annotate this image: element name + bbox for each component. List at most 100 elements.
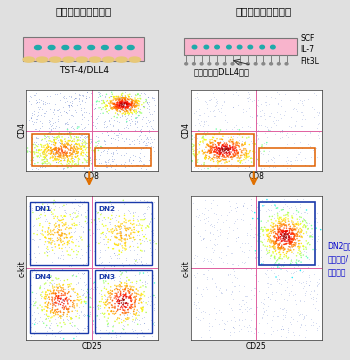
Point: [121, 95, 126, 100]
Point: [86, 243, 92, 249]
Point: [106, 329, 111, 335]
Point: [115, 307, 120, 313]
Point: [48, 315, 54, 321]
Point: [43, 154, 49, 159]
Point: [119, 280, 124, 286]
Point: [220, 142, 225, 148]
Point: [126, 141, 132, 147]
Point: [264, 228, 270, 234]
Point: [98, 310, 103, 315]
Point: [61, 292, 67, 298]
Point: [230, 138, 236, 144]
Point: [299, 109, 304, 115]
Point: [243, 108, 248, 114]
Point: [209, 145, 215, 151]
Point: [63, 143, 69, 149]
Point: [78, 147, 84, 152]
Point: [118, 316, 124, 321]
Point: [131, 108, 136, 113]
Point: [65, 138, 71, 144]
Point: [272, 246, 278, 251]
Point: [142, 132, 148, 138]
Point: [61, 213, 67, 219]
Point: [264, 100, 269, 105]
Point: [54, 225, 60, 230]
Point: [257, 108, 262, 114]
Point: [125, 109, 131, 115]
Point: [303, 218, 308, 224]
Point: [203, 137, 209, 143]
Point: [203, 149, 209, 155]
Point: [195, 152, 200, 157]
Point: [300, 224, 306, 230]
Point: [308, 316, 313, 321]
Point: [48, 229, 54, 235]
Point: [109, 98, 114, 104]
Point: [279, 207, 284, 213]
Point: [48, 232, 53, 238]
Point: [294, 197, 300, 202]
Point: [292, 227, 298, 233]
Point: [239, 141, 245, 147]
Point: [33, 135, 38, 140]
Point: [314, 279, 319, 285]
Point: [207, 137, 213, 143]
Point: [275, 244, 281, 250]
Point: [55, 329, 61, 335]
Point: [135, 334, 140, 340]
Point: [62, 231, 68, 237]
Point: [87, 140, 92, 145]
Point: [73, 314, 79, 319]
Point: [191, 256, 197, 261]
Point: [106, 229, 112, 234]
Point: [76, 162, 81, 167]
Point: [68, 150, 73, 156]
Point: [110, 122, 116, 128]
Point: [202, 309, 207, 315]
Point: [273, 95, 278, 101]
Point: [261, 202, 267, 208]
Point: [116, 224, 121, 229]
Point: [289, 275, 295, 280]
Point: [124, 101, 129, 107]
Point: [296, 229, 301, 234]
Point: [52, 143, 58, 148]
Point: [52, 291, 58, 297]
Point: [197, 317, 203, 323]
Point: [280, 135, 285, 140]
Point: [258, 218, 264, 224]
Point: [101, 241, 106, 247]
Point: [123, 310, 128, 316]
Point: [58, 161, 64, 166]
Point: [275, 257, 280, 263]
Point: [268, 217, 274, 222]
Point: [41, 306, 47, 312]
Point: [66, 104, 72, 110]
Point: [128, 96, 134, 102]
Point: [142, 279, 147, 285]
Point: [55, 116, 61, 122]
Point: [119, 100, 125, 106]
Point: [217, 130, 222, 136]
Point: [102, 311, 107, 316]
Point: [75, 125, 80, 131]
Point: [293, 240, 299, 246]
Point: [214, 145, 220, 151]
Point: [239, 152, 245, 158]
Point: [43, 300, 48, 306]
Point: [116, 97, 122, 103]
Point: [304, 211, 310, 216]
Point: [123, 99, 128, 105]
Point: [125, 102, 130, 108]
Point: [125, 125, 131, 131]
Point: [88, 286, 93, 292]
Point: [282, 229, 287, 234]
Point: [262, 270, 268, 276]
Point: [111, 278, 117, 283]
Point: [311, 148, 316, 153]
Point: [111, 105, 117, 111]
Point: [44, 219, 50, 224]
Point: [272, 228, 277, 234]
X-axis label: CD25: CD25: [82, 342, 102, 351]
Point: [296, 312, 301, 318]
